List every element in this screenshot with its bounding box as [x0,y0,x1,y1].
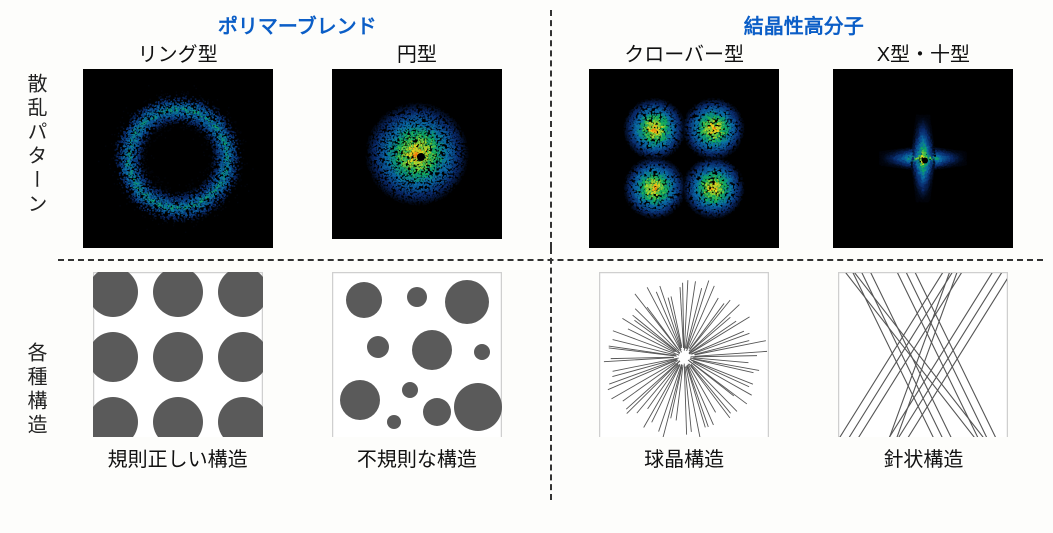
pattern-label-disk: 円型 [397,38,437,67]
pattern-clover [589,69,779,248]
row-label-patterns: 散乱パターン [10,73,50,217]
pattern-ring [83,69,273,248]
structure-regular [93,272,263,437]
group-header-left: ポリマーブレンド [58,10,537,39]
row-label-structures: 各種構造 [10,342,50,438]
structure-needle [838,272,1008,437]
structure-label-needle: 針状構造 [883,443,963,472]
pattern-cross [833,69,1013,248]
structure-label-spherulite: 球晶構造 [644,443,724,472]
structure-spherulite [599,272,769,437]
structure-label-regular: 規則正しい構造 [108,443,248,472]
vertical-divider-bottom [550,248,552,500]
vertical-divider-top [550,10,552,248]
pattern-label-clover: クローバー型 [624,38,744,67]
pattern-label-ring: リング型 [138,38,218,67]
pattern-label-cross: X型・十型 [877,38,970,67]
pattern-disk [332,69,502,239]
group-header-right: 結晶性高分子 [565,10,1044,39]
structure-label-irregular: 不規則な構造 [357,443,477,472]
structure-irregular [332,272,502,437]
